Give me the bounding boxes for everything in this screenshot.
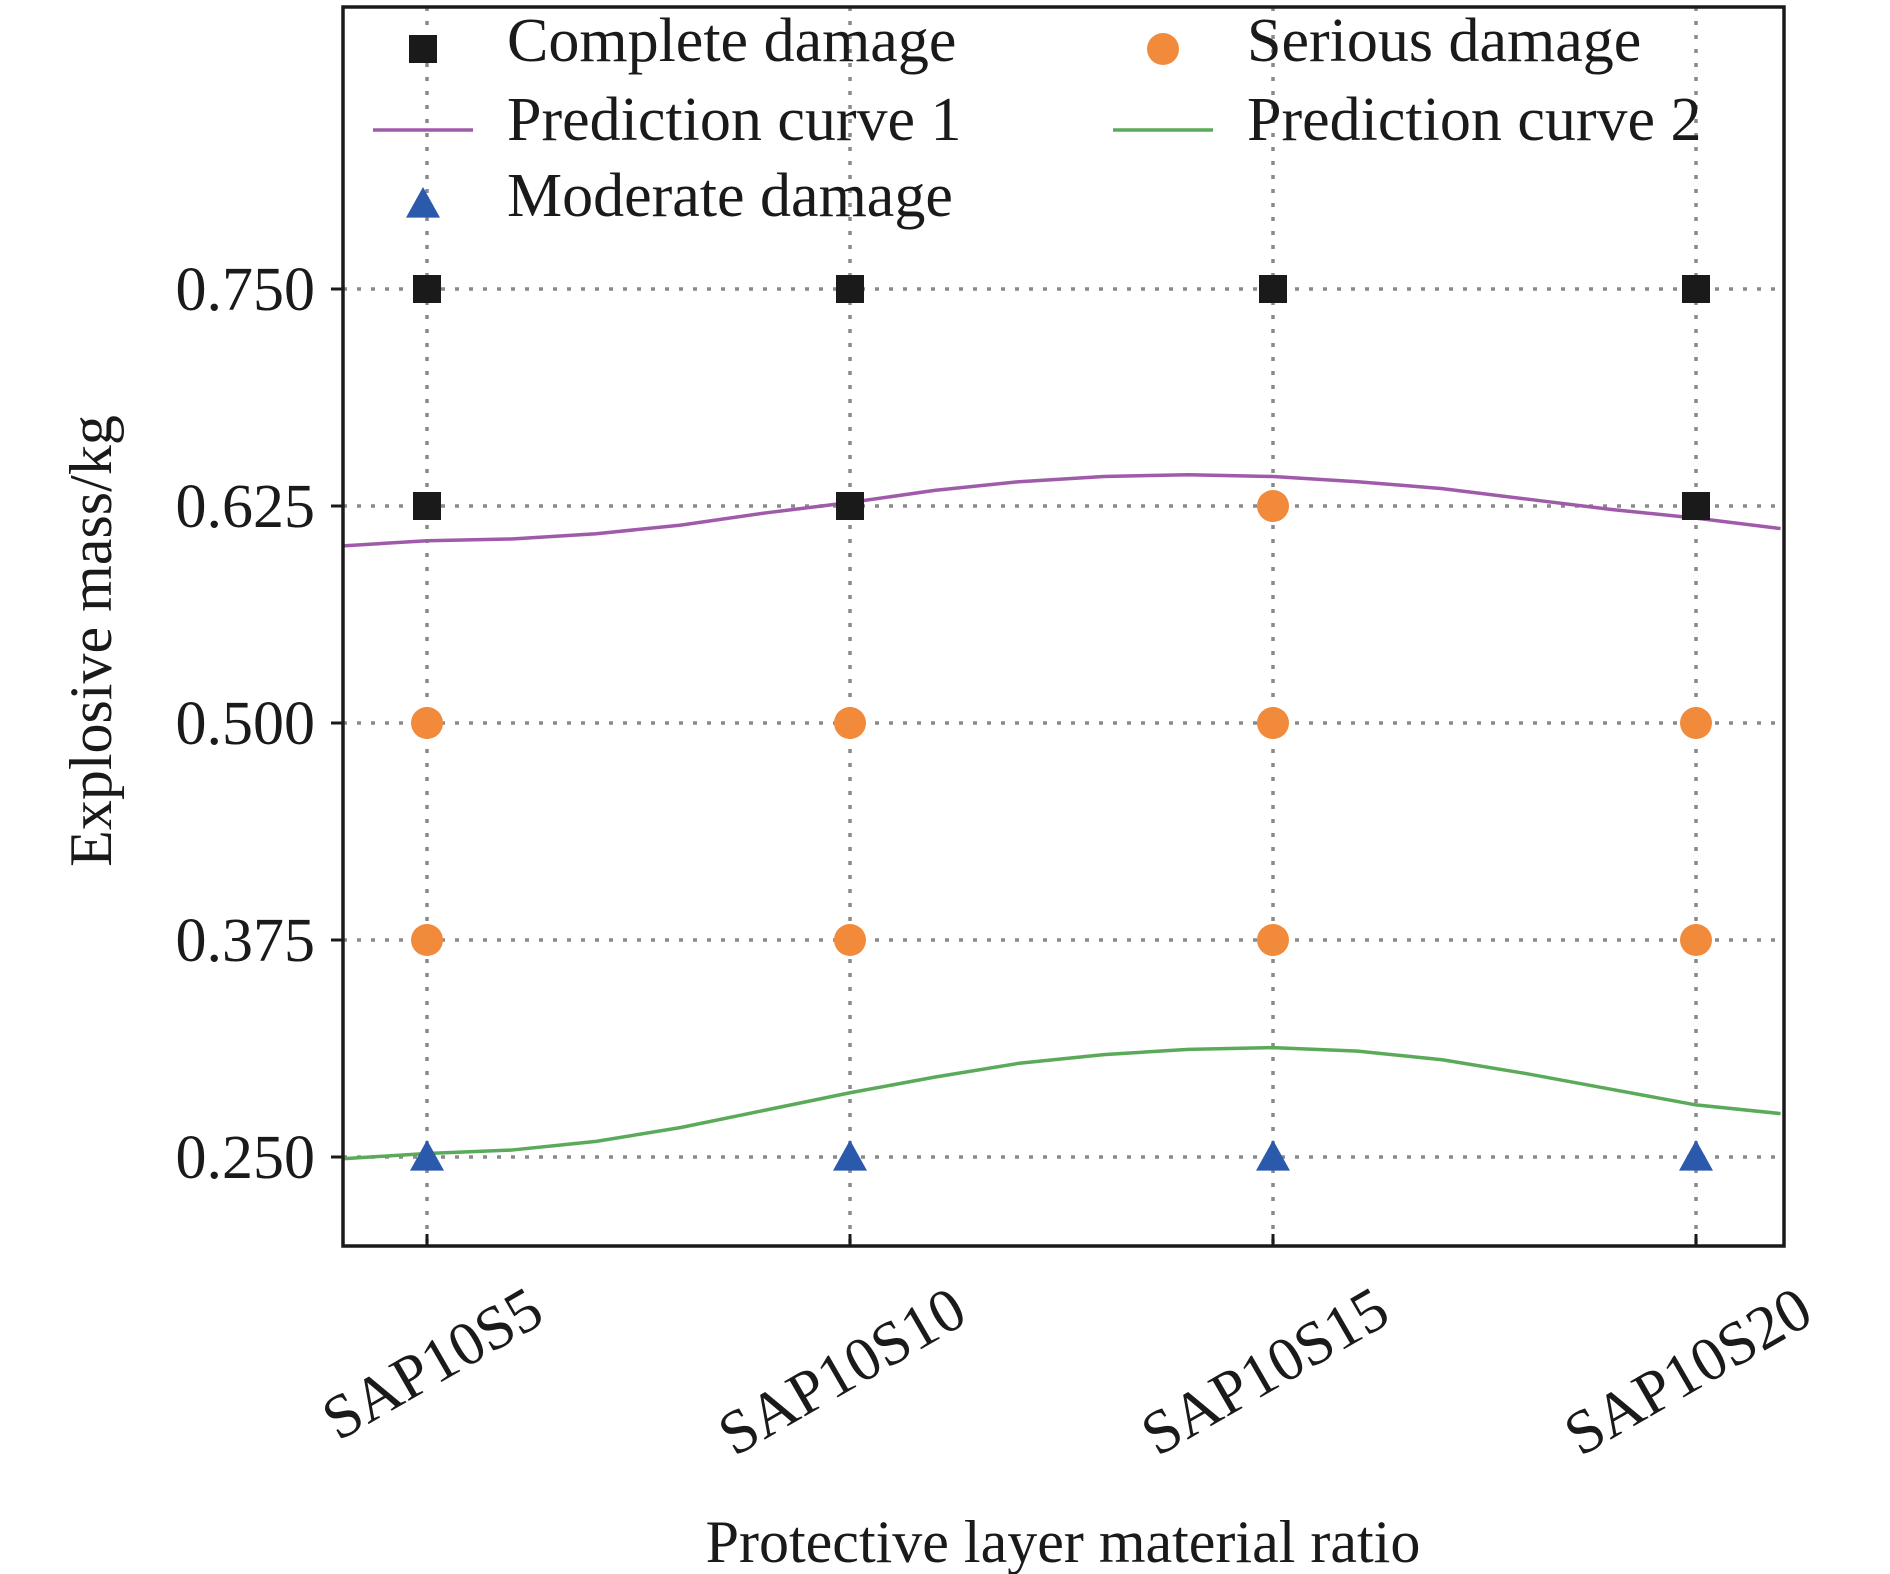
serious-damage-point [834, 707, 866, 739]
moderate-damage-point [410, 1140, 444, 1171]
legend-moderate-damage-label: Moderate damage [507, 162, 953, 230]
prediction-curves [343, 473, 1781, 1161]
y-tick-label: 0.500 [176, 690, 316, 758]
plot-frame [341, 5, 1786, 1248]
x-tick-label: SAP10S10 [707, 1274, 977, 1469]
moderate-damage-point [833, 1140, 867, 1171]
legend: Complete damage Serious damage Prediction … [373, 7, 1702, 230]
serious-damage-point [834, 924, 866, 956]
x-tick-label: SAP10S5 [311, 1274, 554, 1453]
legend-moderate-damage-marker [406, 187, 440, 218]
legend-complete-damage-marker [409, 35, 437, 63]
prediction-curve-2-line [343, 1045, 1781, 1161]
x-axis-ticks: SAP10S5 SAP10S10 SAP10S15 SAP10S20 [311, 1234, 1823, 1469]
y-axis-title: Explosive mass/kg [58, 415, 124, 867]
y-tick-label: 0.750 [176, 256, 316, 324]
serious-damage-point [411, 707, 443, 739]
grid [343, 7, 1784, 1246]
x-axis-title: Protective layer material ratio [706, 1509, 1421, 1574]
serious-damage-point [1680, 924, 1712, 956]
serious-damage-point [1257, 924, 1289, 956]
serious-damage-point [1680, 707, 1712, 739]
complete-damage-point [836, 492, 864, 520]
legend-prediction-curve-2-label: Prediction curve 2 [1247, 86, 1702, 154]
complete-damage-point [1259, 275, 1287, 303]
y-tick-label: 0.375 [176, 907, 316, 975]
complete-damage-point [1682, 275, 1710, 303]
moderate-damage-point [1256, 1140, 1290, 1171]
serious-damage-point [1257, 707, 1289, 739]
complete-damage-point [413, 492, 441, 520]
legend-serious-damage-marker [1147, 33, 1179, 65]
x-tick-label: SAP10S20 [1553, 1274, 1823, 1469]
complete-damage-point [836, 275, 864, 303]
x-tick-label: SAP10S15 [1130, 1274, 1400, 1469]
y-tick-label: 0.250 [176, 1124, 316, 1192]
legend-serious-damage-label: Serious damage [1247, 7, 1641, 75]
prediction-curve-1-line [343, 473, 1781, 548]
legend-complete-damage-label: Complete damage [507, 7, 956, 75]
serious-damage-point [411, 924, 443, 956]
y-axis-ticks: 0.250 0.375 0.500 0.625 0.750 [176, 256, 343, 1192]
data-markers [410, 275, 1713, 1171]
serious-damage-point [1257, 490, 1289, 522]
complete-damage-point [413, 275, 441, 303]
legend-prediction-curve-1-label: Prediction curve 1 [507, 86, 962, 154]
y-tick-label: 0.625 [176, 473, 316, 541]
complete-damage-point [1682, 492, 1710, 520]
moderate-damage-point [1679, 1140, 1713, 1171]
